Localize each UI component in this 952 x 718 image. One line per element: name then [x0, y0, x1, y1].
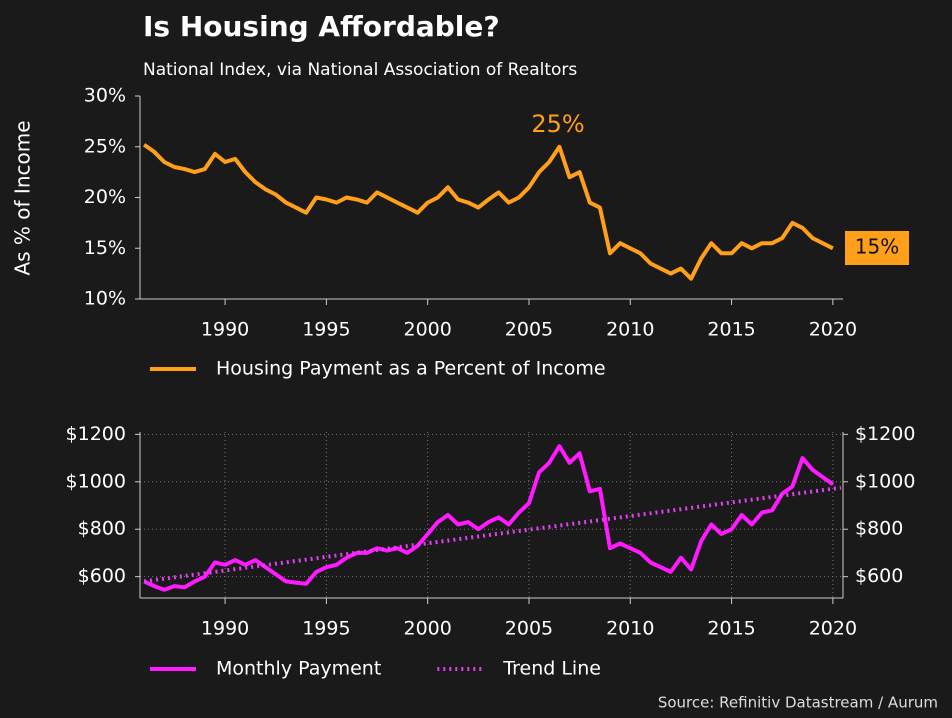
x-tick-label: 2000	[404, 319, 452, 341]
x-tick-label: 2020	[809, 319, 857, 341]
y-tick-label: 25%	[84, 135, 126, 157]
legend-label: Monthly Payment	[216, 658, 381, 680]
y-tick-label: $1000	[66, 470, 126, 492]
subtitle: National Index, via National Association…	[143, 60, 577, 80]
x-tick-label: 2015	[707, 618, 755, 640]
y-tick-label: $1200	[66, 423, 126, 445]
y-tick-label: 20%	[84, 186, 126, 208]
chart-title: Is Housing Affordable?	[143, 10, 500, 43]
legend-label: Housing Payment as a Percent of Income	[216, 358, 606, 380]
x-tick-label: 2000	[404, 618, 452, 640]
annotation-box	[845, 231, 909, 265]
y2-tick-label: $600	[855, 565, 903, 587]
series-line	[143, 444, 835, 592]
x-tick-label: 1990	[201, 618, 249, 640]
series-line	[142, 143, 834, 281]
x-tick-label: 2005	[505, 618, 553, 640]
legend-label: Trend Line	[502, 658, 601, 680]
y-tick-label: $800	[78, 518, 126, 540]
x-tick-label: 2010	[606, 319, 654, 341]
y2-tick-label: $800	[855, 518, 903, 540]
y2-tick-label: $1200	[855, 423, 915, 445]
x-tick-label: 2005	[505, 319, 553, 341]
x-tick-label: 2010	[606, 618, 654, 640]
annotation: 25%	[531, 110, 584, 138]
x-tick-label: 1995	[302, 319, 350, 341]
y-tick-label: $600	[78, 565, 126, 587]
x-tick-label: 1995	[302, 618, 350, 640]
y-tick-label: 10%	[84, 288, 126, 310]
y-tick-label: 15%	[84, 237, 126, 259]
source: Source: Refinitiv Datastream / Aurum	[658, 694, 938, 712]
x-tick-label: 2020	[809, 618, 857, 640]
y2-tick-label: $1000	[855, 470, 915, 492]
y-tick-label: 30%	[84, 85, 126, 107]
annotation: 15%	[855, 235, 899, 259]
x-tick-label: 2015	[707, 319, 755, 341]
x-tick-label: 1990	[201, 319, 249, 341]
y-axis-label: As % of Income	[11, 120, 35, 275]
